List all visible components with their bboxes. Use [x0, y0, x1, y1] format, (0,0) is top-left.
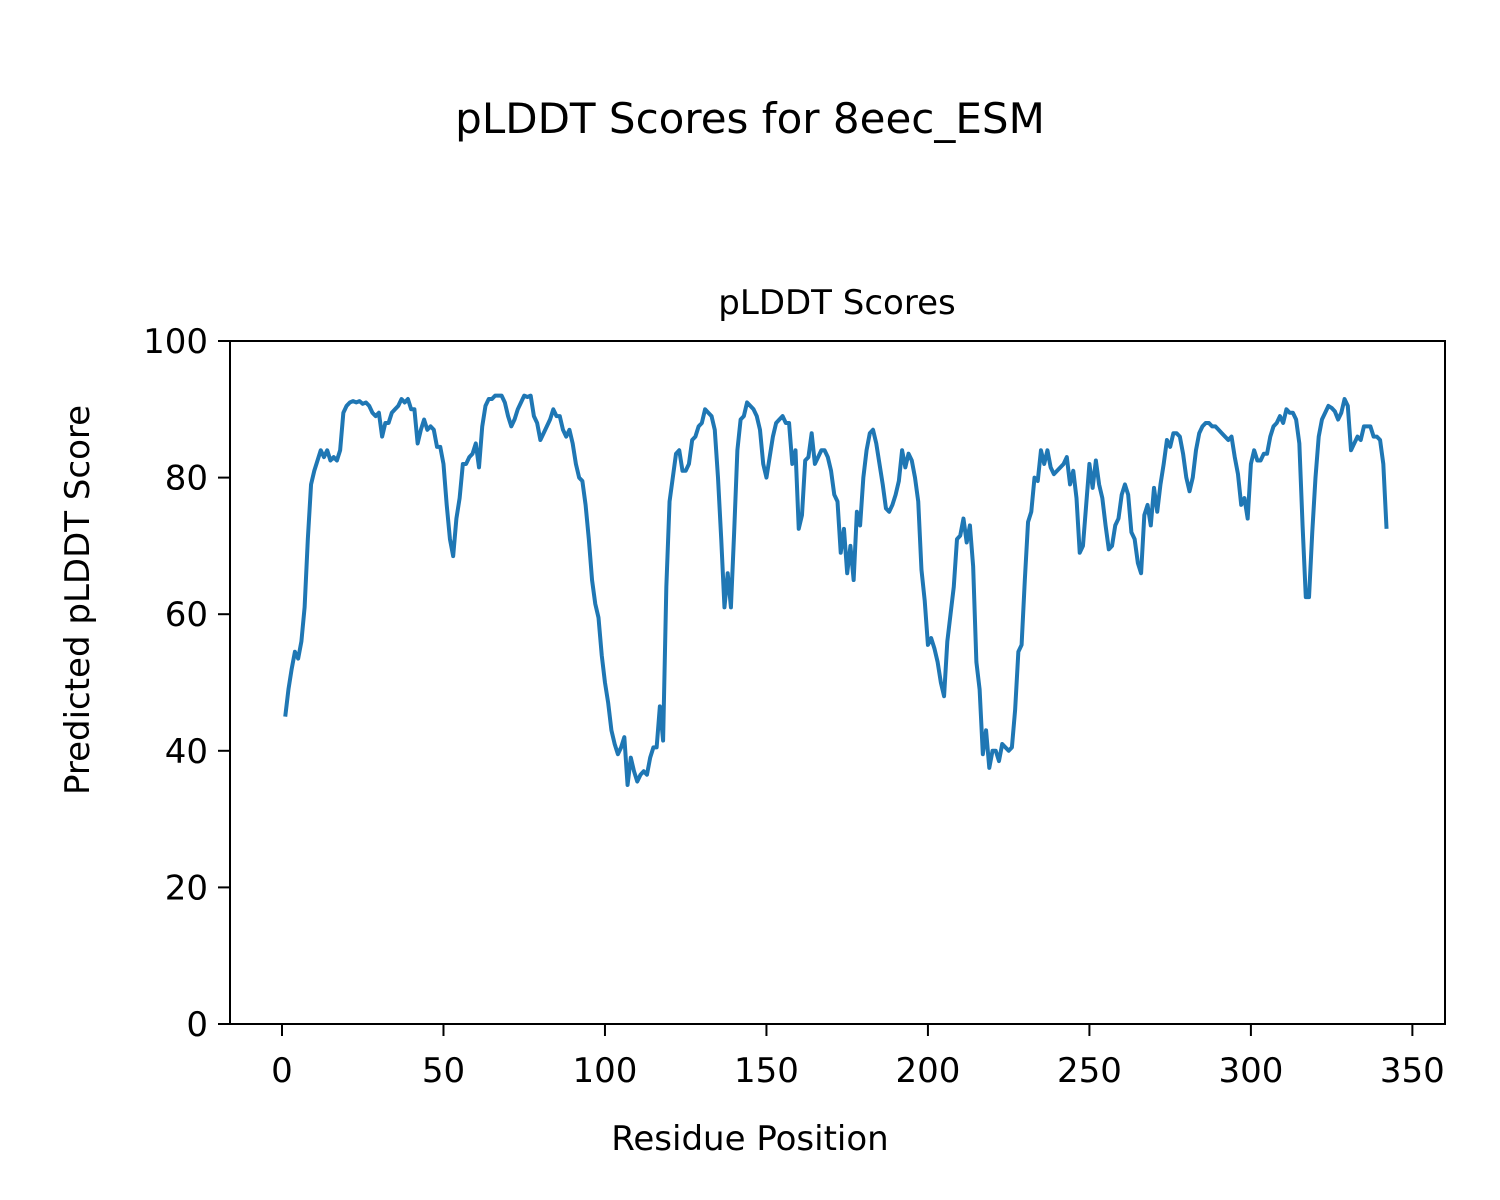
axes-title: pLDDT Scores — [718, 283, 955, 323]
x-tick-label: 300 — [1218, 1051, 1283, 1091]
y-axis-label: Predicted pLDDT Score — [58, 405, 98, 795]
y-tick-label: 60 — [165, 595, 208, 635]
x-tick-label: 250 — [1057, 1051, 1122, 1091]
y-tick-label: 20 — [165, 868, 208, 908]
y-tick-label: 40 — [165, 732, 208, 772]
y-tick-label: 0 — [186, 1005, 208, 1045]
x-axis-label: Residue Position — [611, 1119, 888, 1159]
plot-frame — [229, 340, 1446, 1025]
y-tick-label: 100 — [143, 322, 208, 362]
x-tick-label: 50 — [422, 1051, 465, 1091]
figure-title: pLDDT Scores for 8eec_ESM — [455, 94, 1045, 143]
x-tick-label: 150 — [734, 1051, 799, 1091]
x-tick-label: 350 — [1380, 1051, 1445, 1091]
x-tick-label: 200 — [895, 1051, 960, 1091]
x-tick-label: 0 — [271, 1051, 293, 1091]
line-series — [283, 393, 1389, 787]
x-tick-label: 100 — [573, 1051, 638, 1091]
y-tick-label: 80 — [165, 459, 208, 499]
